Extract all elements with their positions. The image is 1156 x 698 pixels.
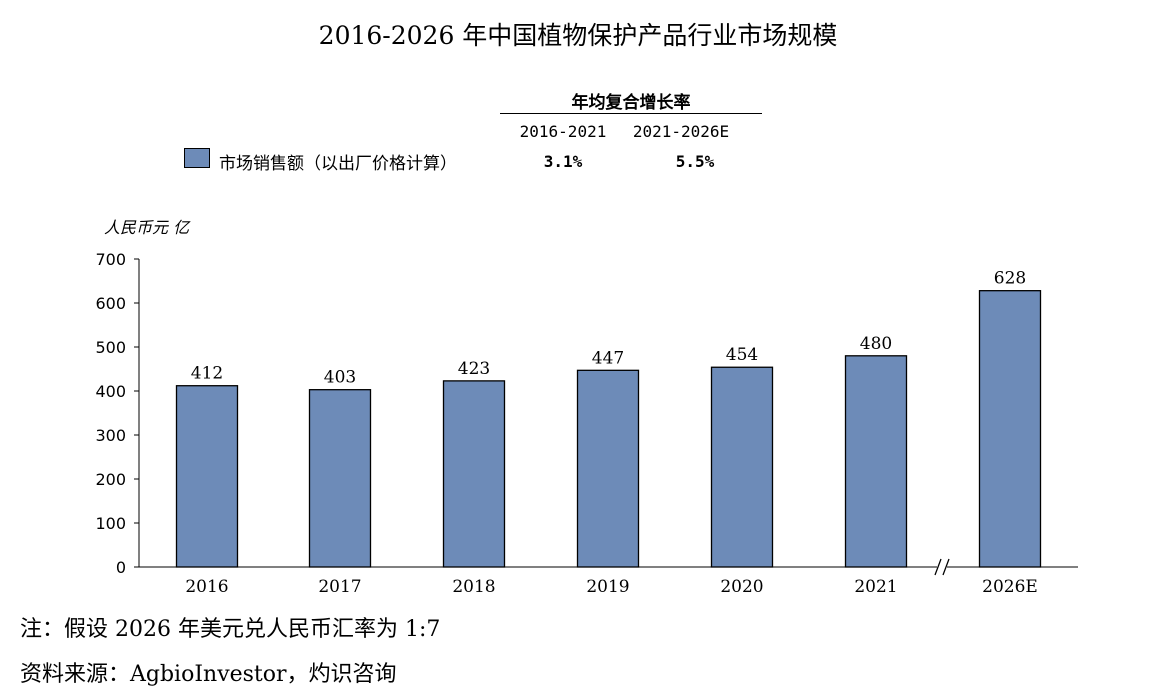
y-tick-label: 700 [95,250,126,269]
bar-2019 [576,369,640,568]
chart-note: 注：假设 2026 年美元兑人民币汇率为 1:7 [20,617,441,642]
cagr-rate-1: 3.1% [543,152,583,171]
axis-break-stroke-1 [934,558,942,576]
bar-2016 [175,385,239,568]
bar-2018 [442,380,506,568]
x-tick-label: 2021 [854,577,897,597]
y-tick-label: 600 [95,294,126,313]
bar-value-label: 454 [726,345,758,365]
bar-2017 [308,389,372,568]
bar-value-label: 423 [458,359,490,379]
bar-2021 [844,355,908,568]
axis-break-stroke-2 [942,558,950,576]
cagr-header: 年均复合增长率 [571,93,691,113]
legend-label: 市场销售额（以出厂价格计算） [219,154,457,174]
y-tick-label: 0 [116,558,126,577]
cagr-header-rule [500,113,762,114]
x-tick-label: 2026E [982,577,1038,597]
chart-title: 2016-2026 年中国植物保护产品行业市场规模 [318,21,838,50]
y-tick-label: 300 [95,426,126,445]
bar-value-label: 412 [191,364,223,384]
y-tick-label: 200 [95,470,126,489]
bar-value-label: 447 [592,348,624,368]
bar-value-label: 628 [994,269,1026,289]
x-tick-label: 2019 [586,577,629,597]
bar-value-label: 480 [860,334,892,354]
y-tick-label: 500 [95,338,126,357]
bar-value-label: 403 [324,368,356,388]
y-tick-label: 100 [95,514,126,533]
x-tick-label: 2016 [185,577,228,597]
chart-source: 资料来源：AgbioInvestor，灼识咨询 [20,662,397,687]
x-tick-label: 2018 [452,577,495,597]
x-tick-label: 2020 [720,577,763,597]
x-tick-label: 2017 [318,577,361,597]
bar-2026E [978,290,1042,568]
cagr-period-2: 2021-2026E [632,122,730,141]
cagr-rate-2: 5.5% [675,152,715,171]
y-tick-label: 400 [95,382,126,401]
bar-2020 [710,366,774,568]
y-axis-unit-label: 人民币元 亿 [104,218,190,237]
legend-swatch [184,148,210,168]
cagr-period-1: 2016-2021 [519,122,607,141]
